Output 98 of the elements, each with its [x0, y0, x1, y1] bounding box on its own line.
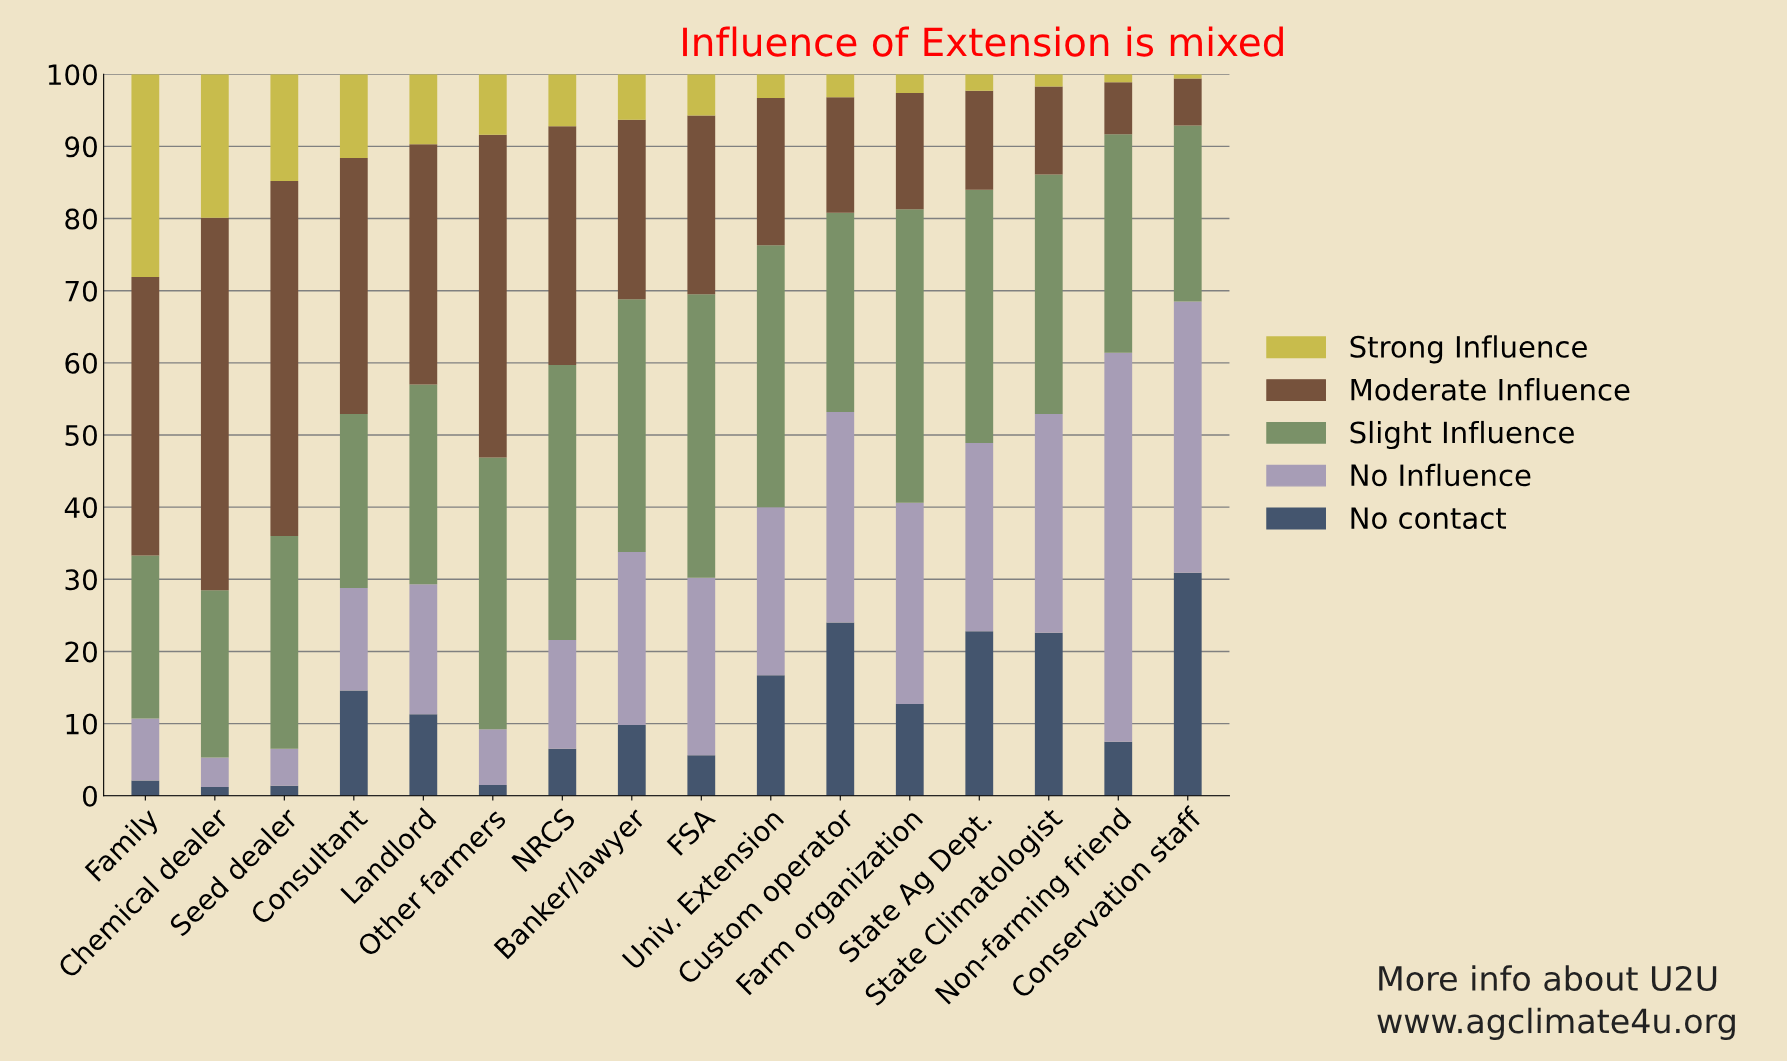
bar [1034, 86, 1063, 175]
bar [617, 551, 646, 726]
bar [478, 784, 507, 796]
y-tick-label: 50 [65, 424, 97, 446]
bar [1173, 78, 1202, 126]
bar [1104, 741, 1133, 796]
bar [270, 785, 299, 796]
bar [131, 555, 160, 719]
legend-label: Strong Influence [1350, 335, 1587, 364]
bar [339, 157, 368, 415]
bar [270, 74, 299, 182]
bar [409, 384, 438, 585]
bar [687, 294, 716, 578]
bar [1034, 74, 1063, 87]
text: www.agclimate4u.org [1377, 1007, 1735, 1040]
bar [965, 74, 994, 91]
bar [826, 212, 855, 412]
bar [131, 277, 160, 556]
y-tick-label: 0 [82, 785, 97, 807]
legend-label: Slight Influence [1350, 420, 1574, 450]
bar [826, 97, 855, 213]
bar [895, 502, 924, 705]
bar [1173, 74, 1202, 79]
bar [1104, 134, 1133, 353]
bar [965, 631, 994, 796]
bar [687, 115, 716, 295]
bar [965, 90, 994, 190]
bar [409, 74, 438, 145]
bar [1034, 632, 1063, 796]
bar [200, 757, 229, 788]
bar [478, 134, 507, 458]
bar [131, 74, 160, 278]
bar [548, 748, 577, 796]
bar [548, 74, 577, 127]
bar [200, 590, 229, 758]
bar [339, 414, 368, 588]
y-tick-label: 20 [65, 641, 97, 663]
bar [548, 126, 577, 366]
legend-label: No Influence [1351, 463, 1531, 487]
bar [826, 622, 855, 796]
bar [756, 245, 785, 508]
bar [895, 704, 924, 796]
bar [756, 675, 785, 796]
bar [478, 457, 507, 730]
bar [826, 74, 855, 98]
y-tick-label: 90 [65, 136, 97, 158]
bar [687, 74, 716, 116]
bar [478, 74, 507, 135]
bar [339, 690, 368, 796]
bar [548, 639, 577, 749]
bar [200, 74, 229, 218]
bar [409, 584, 438, 715]
bar [617, 725, 646, 796]
bar [756, 98, 785, 246]
chart-title: Influence of Extension is mixed [683, 26, 1283, 57]
bar [131, 780, 160, 796]
bar [1173, 572, 1202, 796]
bar [826, 411, 855, 623]
bar [965, 189, 994, 443]
bar [965, 442, 994, 632]
bar [756, 507, 785, 676]
bar [478, 729, 507, 785]
bar [1034, 174, 1063, 415]
bar [131, 718, 160, 781]
y-tick-label: 80 [65, 208, 97, 230]
bar [756, 74, 785, 99]
bar [200, 787, 229, 796]
bar [409, 144, 438, 385]
bar [617, 119, 646, 300]
bar [339, 74, 368, 158]
bar [687, 755, 716, 796]
bar [617, 299, 646, 552]
bar [270, 536, 299, 749]
bar [548, 365, 577, 640]
bar [1104, 352, 1133, 742]
y-tick-label: 10 [66, 713, 97, 735]
bar [1104, 82, 1133, 135]
bar [895, 93, 924, 210]
legend-label: Moderate Influence [1351, 378, 1630, 401]
bar [409, 714, 438, 796]
text: More info about U2U [1379, 965, 1717, 992]
bar [1173, 125, 1202, 302]
bar [200, 217, 229, 591]
y-tick-label: 70 [65, 280, 97, 302]
y-tick-label: 30 [65, 569, 97, 591]
bar [895, 74, 924, 94]
y-tick-label: 100 [48, 64, 97, 86]
bar [1034, 414, 1063, 633]
y-tick-label: 60 [65, 352, 97, 374]
bar [270, 181, 299, 537]
legend-label: No contact [1351, 507, 1507, 530]
bar [687, 577, 716, 756]
bar [339, 587, 368, 691]
bar [270, 748, 299, 786]
y-tick-label: 40 [64, 497, 97, 519]
bar [617, 74, 646, 120]
bar [895, 209, 924, 503]
bar [1173, 301, 1202, 573]
